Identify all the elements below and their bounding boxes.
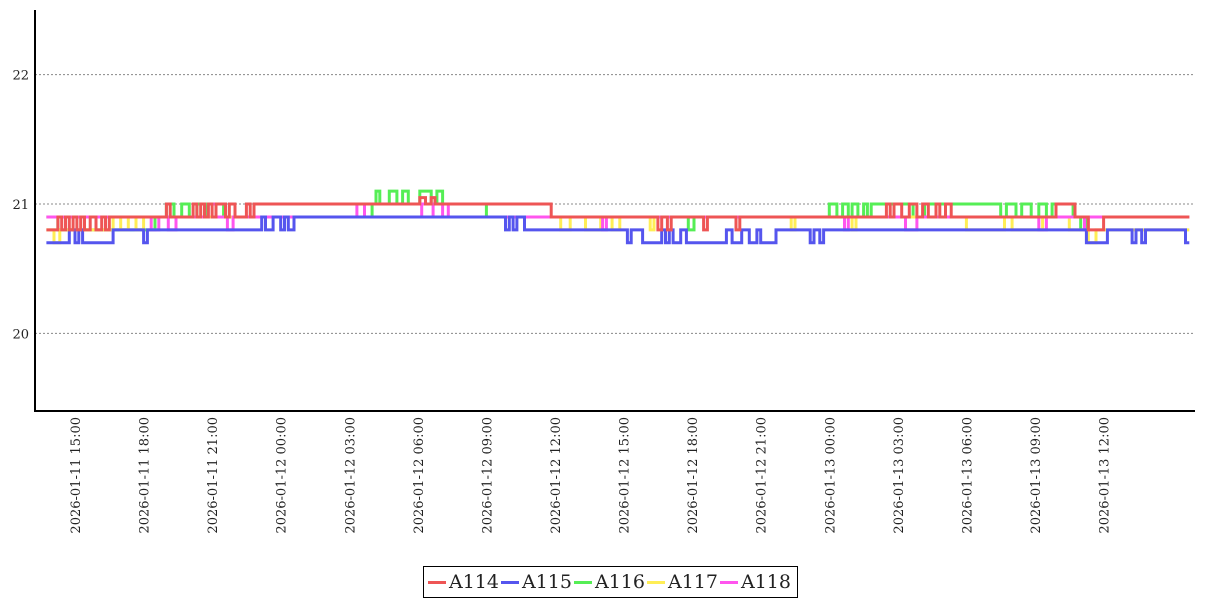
x-tick-label: 2026-01-11 18:00 <box>138 417 153 534</box>
legend-item-a117: A117 <box>647 571 718 593</box>
x-tick-label: 2026-01-13 03:00 <box>892 417 907 534</box>
x-tick-label: 2026-01-11 15:00 <box>69 417 84 534</box>
x-tick-label: 2026-01-13 09:00 <box>1029 417 1044 534</box>
legend-swatch <box>720 580 738 584</box>
legend-label: A118 <box>741 571 791 593</box>
x-tick-label: 2026-01-13 06:00 <box>960 417 975 534</box>
legend-swatch <box>501 580 519 584</box>
series-line-a114 <box>46 196 1190 232</box>
legend-label: A114 <box>449 571 499 593</box>
x-tick-labels: 2026-01-11 15:00 2026-01-11 18:00 2026-01-… <box>69 417 1113 534</box>
x-tick-label: 2026-01-12 21:00 <box>755 417 770 534</box>
axes <box>34 10 1195 412</box>
x-tick-label: 2026-01-12 12:00 <box>549 417 564 534</box>
legend-item-a114: A114 <box>428 571 499 593</box>
x-tick-label: 2026-01-12 06:00 <box>412 417 427 534</box>
legend-swatch <box>647 580 665 584</box>
y-tick-label: 20 <box>12 327 29 342</box>
legend-swatch <box>574 580 592 584</box>
legend-item-a115: A115 <box>501 571 572 593</box>
series-line-a115 <box>46 215 1190 245</box>
y-tick-labels: 20 21 22 <box>12 69 29 343</box>
y-tick-label: 21 <box>12 198 29 213</box>
legend-label: A115 <box>522 571 572 593</box>
legend-swatch <box>428 580 446 584</box>
series-lines <box>46 189 1190 245</box>
x-tick-label: 2026-01-12 00:00 <box>275 417 290 534</box>
x-tick-label: 2026-01-13 12:00 <box>1098 417 1113 534</box>
legend-item-a116: A116 <box>574 571 645 593</box>
series-line-a116 <box>46 189 1190 232</box>
x-tick-label: 2026-01-12 15:00 <box>618 417 633 534</box>
legend-label: A116 <box>595 571 645 593</box>
x-tick-label: 2026-01-13 00:00 <box>823 417 838 534</box>
x-tick-label: 2026-01-12 09:00 <box>480 417 495 534</box>
legend-label: A117 <box>668 571 718 593</box>
x-tick-label: 2026-01-11 21:00 <box>206 417 221 534</box>
chart-legend: A114 A115 A116 A117 A118 <box>423 566 798 598</box>
x-tick-label: 2026-01-12 18:00 <box>686 417 701 534</box>
x-tick-label: 2026-01-12 03:00 <box>343 417 358 534</box>
y-tick-label: 22 <box>12 69 29 84</box>
legend-item-a118: A118 <box>720 571 791 593</box>
